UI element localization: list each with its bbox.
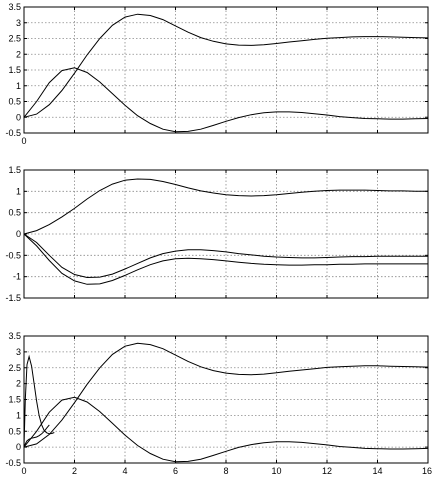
series-line-2 [23,233,428,279]
x-tick-label: 16 [422,466,432,476]
x-tick-label: 0 [21,466,26,476]
x-tick-label: 8 [223,466,228,476]
axes-frame [23,6,429,134]
x-tick-label: 6 [173,466,178,476]
y-tick-label: -0.5 [5,458,21,468]
y-tick-label: 1.5 [8,395,21,405]
y-tick-label: 2.5 [8,34,21,44]
subplot-3: -0.500.511.522.533.50 2 4 6 8 10 12 14 16 [5,331,432,476]
y-tick-label: 0 [16,442,21,452]
y-tick-label: 2 [16,49,21,59]
y-tick-label: 3 [16,347,21,357]
y-tick-label: 0.5 [8,426,21,436]
x-tick-label: 0 [21,136,26,146]
series-line-1 [23,342,429,448]
x-tick-label: 12 [322,466,332,476]
axes-frame [23,169,429,299]
y-tick-label: 1 [16,186,21,196]
y-tick-label: 3 [16,18,21,28]
y-tick-label: 1 [16,81,21,91]
y-tick-label: 1.5 [8,65,21,75]
subplot-2: -1.5 -1 -0.5 0 0.5 1 1.5 [5,165,429,303]
y-tick-label: 1 [16,410,21,420]
x-tick-label: 10 [271,466,281,476]
y-tick-label: -1 [13,272,21,282]
y-tick-label: 1.5 [8,165,21,175]
y-tick-label: 2.5 [8,363,21,373]
series-line-1 [23,13,429,118]
axes-frame [23,335,429,464]
y-tick-label: 0.5 [8,97,21,107]
series-line-1 [23,178,428,235]
y-tick-label: -1.5 [5,293,21,303]
y-tick-label: 3.5 [8,331,21,341]
series-line-3 [23,233,428,285]
y-tick-label: -0.5 [5,128,21,138]
y-tick-label: 2 [16,379,21,389]
x-tick-label: 4 [122,466,127,476]
series-line-2 [23,396,429,463]
y-tick-label: -0.5 [5,250,21,260]
x-tick-label: 2 [72,466,77,476]
y-tick-label: 0 [16,229,21,239]
series-line-3 [23,354,55,448]
x-tick-label: 14 [372,466,382,476]
series-line-2 [23,67,429,133]
subplot-1: -0.500.511.522.533.50 [5,2,429,146]
y-tick-label: 0 [16,112,21,122]
y-tick-label: 3.5 [8,2,21,12]
series-line-4 [23,424,50,448]
y-tick-label: 0.5 [8,208,21,218]
